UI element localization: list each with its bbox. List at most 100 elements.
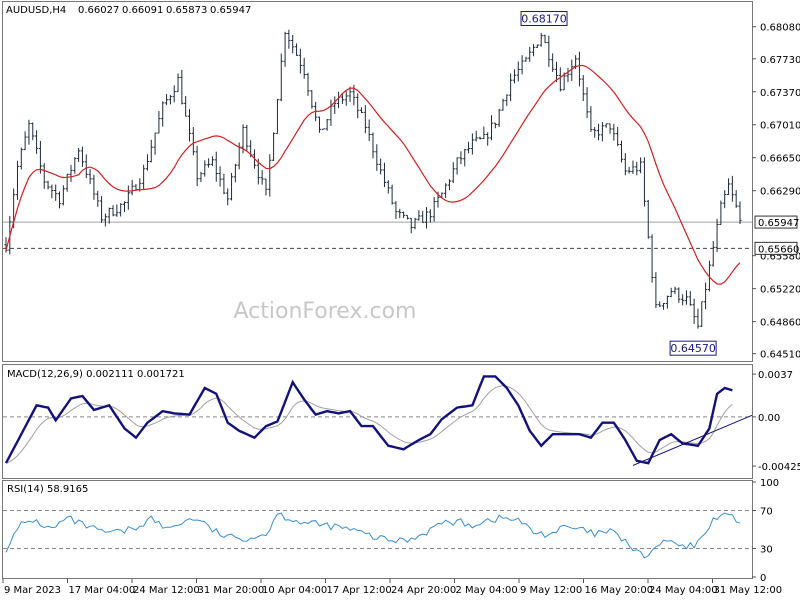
ohlc-bar	[103, 213, 107, 227]
ohlc-bar	[99, 196, 104, 223]
ohlc-bar	[203, 160, 207, 177]
ohlc-bar	[608, 123, 612, 134]
ohlc-bar	[673, 286, 677, 295]
time-tick-label: 31 May 12:00	[714, 585, 783, 596]
current-price-tag: 0.65947	[754, 215, 799, 229]
ohlc-bar	[27, 119, 31, 145]
ohlc-bar	[283, 31, 287, 67]
ohlc-bar	[581, 75, 585, 102]
time-tick-label: 24 Apr 20:00	[391, 585, 456, 596]
ohlc-bar	[310, 90, 314, 109]
ohlc-bar	[447, 179, 452, 191]
ohlc-bar	[115, 204, 119, 217]
macd-panel	[2, 364, 753, 479]
time-tick-label: 17 Mar 04:00	[69, 585, 136, 596]
rsi-panel	[2, 480, 753, 579]
ohlc-bar	[382, 162, 387, 187]
ohlc-bar	[279, 53, 283, 102]
ohlc-bar	[577, 51, 582, 87]
ohlc-bar	[275, 99, 280, 134]
ohlc-bar	[528, 46, 532, 62]
ohlc-bar	[470, 133, 474, 155]
ohlc-bar	[298, 48, 302, 74]
ohlc-bar	[84, 154, 88, 179]
ohlc-bar	[424, 207, 429, 229]
rsi-tick-label: 30	[760, 545, 773, 556]
ohlc-bar	[524, 56, 528, 62]
ohlc-bar	[356, 93, 360, 119]
ohlc-bar	[50, 184, 54, 199]
ohlc-bar	[195, 145, 199, 187]
ohlc-bar	[73, 157, 77, 174]
ohlc-bar	[367, 119, 371, 141]
ohlc-bar	[207, 158, 211, 168]
macd-title: MACD(12,26,9) 0.002111 0.001721	[7, 369, 185, 380]
ohlc-bar	[658, 301, 662, 307]
ohlc-bar	[489, 115, 494, 141]
ohlc-bar	[88, 169, 92, 185]
ohlc-bar	[42, 163, 46, 189]
ohlc-bar	[187, 109, 192, 142]
high-annotation: 0.68170	[520, 10, 568, 26]
ohlc-bar	[543, 34, 547, 44]
moving-average-line	[5, 64, 741, 285]
ohlc-bar	[616, 126, 620, 147]
ohlc-bar	[222, 173, 226, 195]
ohlc-bar	[684, 290, 689, 305]
ohlc-bar	[681, 294, 685, 306]
ohlc-bar	[413, 217, 417, 230]
ohlc-bar	[520, 55, 524, 75]
ohlc-bar	[157, 111, 161, 134]
ohlc-bar	[19, 147, 23, 170]
ohlc-bar	[379, 158, 383, 175]
ohlc-bar	[321, 128, 325, 130]
ohlc-bar	[466, 141, 471, 154]
ohlc-bar	[669, 287, 673, 298]
ohlc-bar	[31, 122, 35, 141]
ohlc-bar	[512, 69, 517, 84]
ohlc-bar	[291, 34, 295, 54]
ohlc-bar	[696, 308, 700, 329]
rsi-tick-label: 70	[760, 507, 773, 518]
ohlc-bar	[604, 123, 608, 128]
ohlc-bar	[126, 185, 130, 210]
ohlc-bar	[623, 153, 627, 176]
ohlc-bar	[180, 69, 184, 105]
time-tick-label: 17 Apr 12:00	[327, 585, 392, 596]
ohlc-bar	[631, 160, 635, 175]
ohlc-bar	[650, 234, 654, 283]
ohlc-bar	[38, 140, 43, 174]
ohlc-bar	[562, 72, 566, 91]
time-tick-label: 10 Apr 04:00	[262, 585, 327, 596]
ohlc-bar	[531, 44, 536, 57]
high-annotation-label: 0.68170	[521, 12, 567, 25]
ohlc-bar	[344, 91, 348, 106]
low-annotation: 0.64570	[669, 340, 717, 356]
ohlc-bar	[161, 101, 165, 127]
ohlc-bar	[554, 61, 559, 82]
ohlc-bar	[401, 211, 406, 218]
ohlc-bar	[371, 132, 375, 159]
ohlc-bar	[23, 131, 27, 151]
ohlc-bar	[294, 43, 299, 56]
ohlc-bar	[428, 209, 432, 223]
rsi-tick-label: 100	[760, 478, 779, 489]
price-tick-label: 0.67730	[760, 55, 800, 66]
macd-trendline	[632, 414, 753, 466]
time-tick-label: 31 Mar 20:00	[198, 585, 265, 596]
ohlc-bar	[287, 29, 291, 49]
ohlc-bar	[661, 302, 666, 310]
ohlc-bar	[145, 154, 150, 171]
ohlc-bar	[539, 32, 543, 47]
ohlc-bar	[501, 98, 505, 111]
ohlc-bar	[547, 35, 551, 67]
price-tick-label: 0.64510	[760, 350, 800, 361]
time-tick-label: 16 May 20:00	[585, 585, 654, 596]
ohlc-bar	[505, 94, 509, 106]
ohlc-bar	[421, 210, 425, 223]
ohlc-bar	[700, 301, 704, 328]
time-tick-label: 9 May 12:00	[520, 585, 582, 596]
ohlc-open: 0.66027	[78, 5, 119, 16]
ohlc-bar	[493, 122, 497, 129]
